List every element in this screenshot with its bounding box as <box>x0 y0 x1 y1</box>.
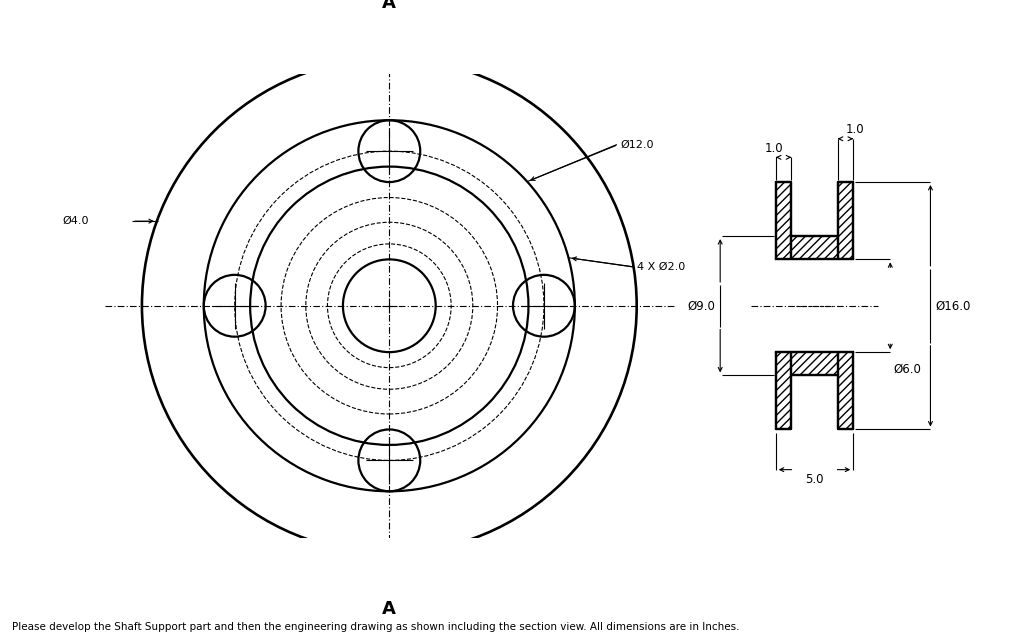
Bar <box>837 182 854 259</box>
Text: A: A <box>383 600 396 618</box>
Bar <box>791 352 837 375</box>
Bar <box>776 352 791 429</box>
Text: 1.0: 1.0 <box>845 124 864 136</box>
Bar <box>776 352 791 429</box>
Bar <box>776 352 791 429</box>
Bar <box>837 352 854 429</box>
Text: 1.0: 1.0 <box>765 142 784 155</box>
Text: 5.0: 5.0 <box>805 473 824 487</box>
Bar <box>791 236 837 259</box>
Bar <box>776 182 791 259</box>
Bar <box>837 182 854 259</box>
Bar <box>791 236 837 259</box>
Text: Ø12.0: Ø12.0 <box>620 140 654 150</box>
Bar <box>791 352 837 375</box>
Text: A: A <box>383 0 396 11</box>
Bar <box>837 182 854 259</box>
Bar <box>837 352 854 429</box>
Bar <box>776 182 791 259</box>
Text: Ø16.0: Ø16.0 <box>935 299 971 312</box>
Text: Please develop the Shaft Support part and then the engineering drawing as shown : Please develop the Shaft Support part an… <box>12 622 740 632</box>
Text: Ø6.0: Ø6.0 <box>894 363 921 376</box>
Text: 4 X Ø2.0: 4 X Ø2.0 <box>636 262 684 272</box>
Text: Ø4.0: Ø4.0 <box>63 216 89 226</box>
Bar <box>837 352 854 429</box>
Text: Ø9.0: Ø9.0 <box>687 299 715 312</box>
Bar <box>791 236 837 259</box>
Bar <box>791 352 837 375</box>
Bar <box>776 182 791 259</box>
